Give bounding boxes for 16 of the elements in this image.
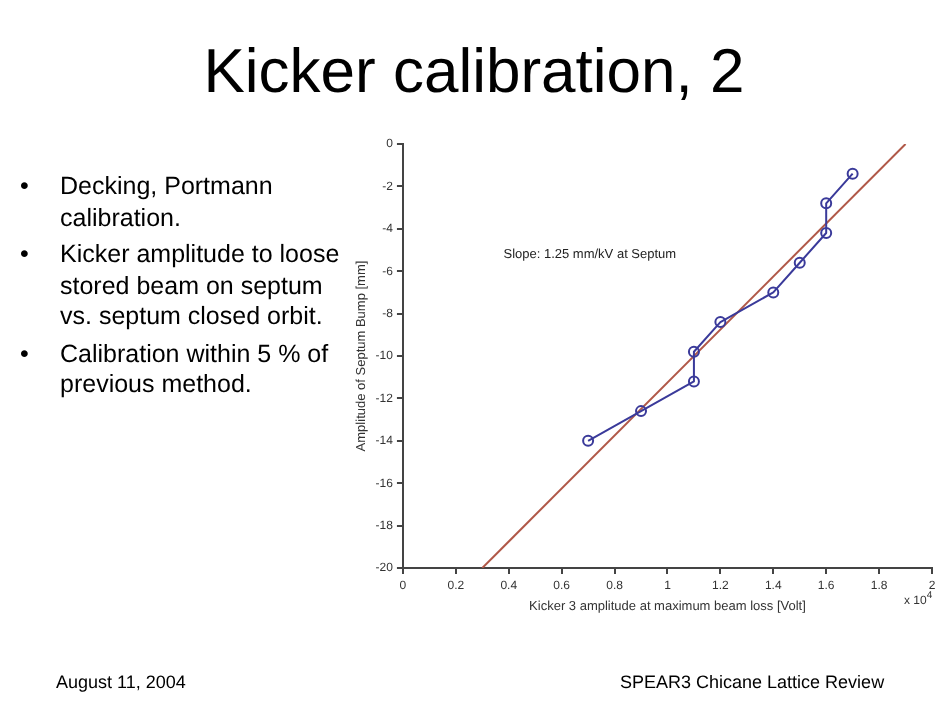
text: • Decking, Portmann calibration. (20, 172, 275, 234)
point (714, 316, 727, 329)
point (687, 375, 700, 388)
point (846, 167, 859, 180)
point (820, 197, 833, 210)
point (793, 256, 806, 269)
point (820, 227, 833, 240)
point (687, 345, 700, 358)
text: • Kicker amplitude to loose stored beam on septum vs. septum closed orbit. (20, 240, 342, 333)
point (635, 405, 648, 418)
text: • Calibration within 5 % of previous method. (20, 339, 331, 401)
text: SPEAR3 Chicane Lattice Review (620, 672, 885, 692)
chart-title: Kicker calibration, 2 (201, 36, 747, 108)
point (582, 434, 595, 447)
point (767, 286, 780, 299)
text: August 11, 2004 (56, 672, 186, 692)
